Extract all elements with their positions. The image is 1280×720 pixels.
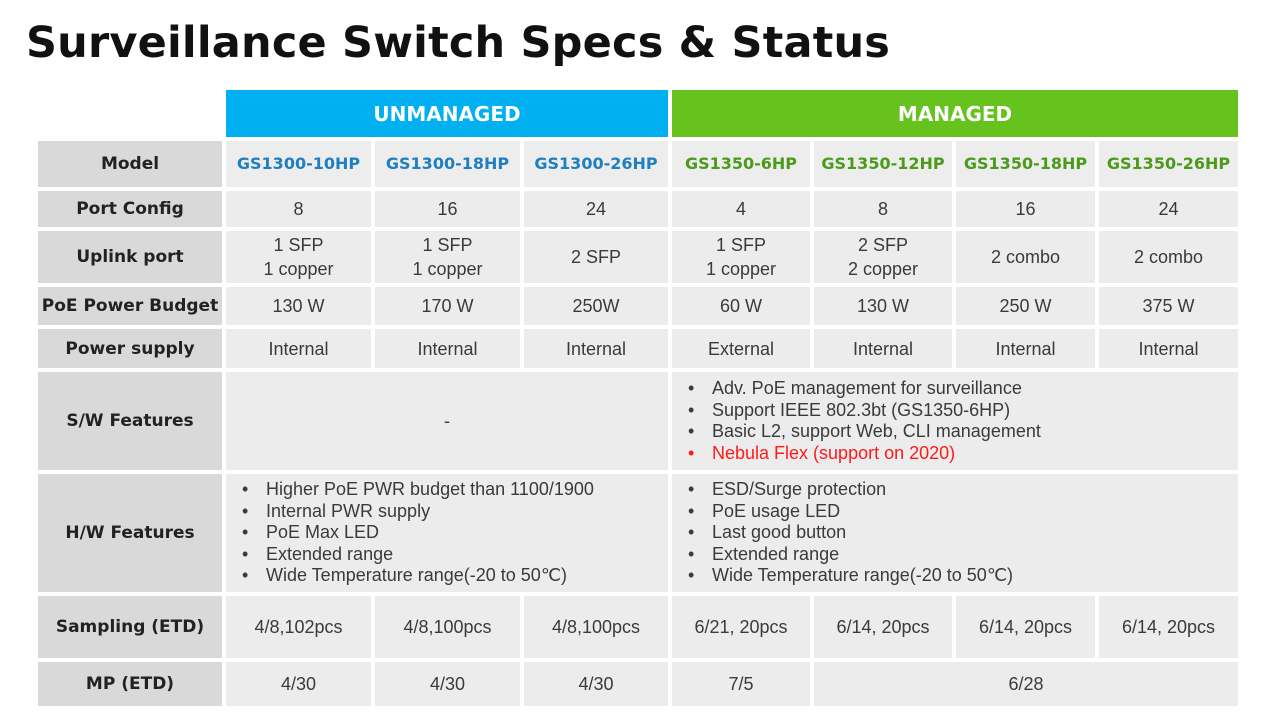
- row-label-sw-features: S/W Features: [38, 372, 222, 470]
- power-supply-cell: Internal: [814, 329, 952, 368]
- mp-cell: 4/30: [375, 662, 520, 706]
- power-supply-cell: Internal: [956, 329, 1095, 368]
- uplink-line: 2 SFP: [857, 235, 909, 255]
- sw-features-unmanaged: -: [226, 372, 668, 470]
- feature-item: Wide Temperature range(-20 to 50℃): [240, 565, 594, 587]
- model-name: GS1300-18HP: [375, 141, 520, 187]
- poe-budget-cell: 130 W: [226, 287, 371, 325]
- port-config-cell: 24: [524, 191, 668, 227]
- port-config-cell: 4: [672, 191, 810, 227]
- feature-item: Last good button: [686, 522, 1013, 544]
- power-supply-cell: Internal: [375, 329, 520, 368]
- power-supply-cell: Internal: [524, 329, 668, 368]
- uplink-line: 2 SFP: [570, 247, 622, 267]
- port-config-cell: 16: [375, 191, 520, 227]
- page-title: Surveillance Switch Specs & Status: [26, 18, 891, 68]
- feature-item: Adv. PoE management for surveillance: [686, 378, 1041, 400]
- uplink-line: 2 copper: [847, 259, 919, 279]
- uplink-line: 2 combo: [1133, 247, 1204, 267]
- port-config-cell: 16: [956, 191, 1095, 227]
- uplink-line: 1 copper: [705, 259, 777, 279]
- feature-item: Wide Temperature range(-20 to 50℃): [686, 565, 1013, 587]
- sw-features-managed: Adv. PoE management for surveillance Sup…: [672, 372, 1238, 470]
- poe-budget-cell: 170 W: [375, 287, 520, 325]
- uplink-line: 2 combo: [990, 247, 1061, 267]
- uplink-line: 1 SFP: [422, 235, 473, 255]
- model-name: GS1350-18HP: [956, 141, 1095, 187]
- sampling-cell: 6/21, 20pcs: [672, 596, 810, 658]
- uplink-cell: 2 SFP: [524, 231, 668, 283]
- poe-budget-cell: 375 W: [1099, 287, 1238, 325]
- model-name: GS1300-26HP: [524, 141, 668, 187]
- hw-features-managed: ESD/Surge protection PoE usage LED Last …: [672, 474, 1238, 592]
- feature-item: Support IEEE 802.3bt (GS1350-6HP): [686, 400, 1041, 422]
- row-label-mp: MP (ETD): [38, 662, 222, 706]
- row-label-uplink: Uplink port: [38, 231, 222, 283]
- model-name: GS1350-6HP: [672, 141, 810, 187]
- feature-item: PoE Max LED: [240, 522, 594, 544]
- uplink-cell: 2 combo: [1099, 231, 1238, 283]
- uplink-line: 1 copper: [412, 259, 483, 279]
- sampling-cell: 6/14, 20pcs: [956, 596, 1095, 658]
- model-name: GS1350-12HP: [814, 141, 952, 187]
- port-config-cell: 24: [1099, 191, 1238, 227]
- model-name: GS1350-26HP: [1099, 141, 1238, 187]
- feature-item: PoE usage LED: [686, 501, 1013, 523]
- mp-cell: 4/30: [524, 662, 668, 706]
- poe-budget-cell: 130 W: [814, 287, 952, 325]
- sampling-cell: 4/8,102pcs: [226, 596, 371, 658]
- feature-item: Higher PoE PWR budget than 1100/1900: [240, 479, 594, 501]
- power-supply-cell: Internal: [1099, 329, 1238, 368]
- row-label-hw-features: H/W Features: [38, 474, 222, 592]
- header-corner: [38, 90, 222, 137]
- mp-cell: 7/5: [672, 662, 810, 706]
- row-label-port-config: Port Config: [38, 191, 222, 227]
- poe-budget-cell: 250W: [524, 287, 668, 325]
- uplink-line: 1 SFP: [273, 235, 324, 255]
- poe-budget-cell: 250 W: [956, 287, 1095, 325]
- model-name: GS1300-10HP: [226, 141, 371, 187]
- group-header-managed: MANAGED: [672, 90, 1238, 137]
- uplink-cell: 1 SFP 1 copper: [672, 231, 810, 283]
- row-label-power-supply: Power supply: [38, 329, 222, 368]
- row-label-model: Model: [38, 141, 222, 187]
- row-label-poe-budget: PoE Power Budget: [38, 287, 222, 325]
- feature-item-highlight: Nebula Flex (support on 2020): [686, 443, 1041, 465]
- uplink-cell: 2 combo: [956, 231, 1095, 283]
- spec-table: UNMANAGED MANAGED Model GS1300-10HP GS13…: [38, 90, 1238, 706]
- feature-item: ESD/Surge protection: [686, 479, 1013, 501]
- hw-features-unmanaged: Higher PoE PWR budget than 1100/1900 Int…: [226, 474, 668, 592]
- mp-cell-merged: 6/28: [814, 662, 1238, 706]
- uplink-cell: 1 SFP 1 copper: [375, 231, 520, 283]
- sampling-cell: 4/8,100pcs: [524, 596, 668, 658]
- feature-item: Internal PWR supply: [240, 501, 594, 523]
- group-header-unmanaged: UNMANAGED: [226, 90, 668, 137]
- port-config-cell: 8: [814, 191, 952, 227]
- uplink-cell: 2 SFP 2 copper: [814, 231, 952, 283]
- uplink-line: 1 SFP: [715, 235, 767, 255]
- port-config-cell: 8: [226, 191, 371, 227]
- feature-item: Basic L2, support Web, CLI management: [686, 421, 1041, 443]
- feature-item: Extended range: [240, 544, 594, 566]
- power-supply-cell: Internal: [226, 329, 371, 368]
- sampling-cell: 6/14, 20pcs: [1099, 596, 1238, 658]
- sampling-cell: 6/14, 20pcs: [814, 596, 952, 658]
- uplink-cell: 1 SFP 1 copper: [226, 231, 371, 283]
- mp-cell: 4/30: [226, 662, 371, 706]
- feature-item: Extended range: [686, 544, 1013, 566]
- power-supply-cell: External: [672, 329, 810, 368]
- row-label-sampling: Sampling (ETD): [38, 596, 222, 658]
- sampling-cell: 4/8,100pcs: [375, 596, 520, 658]
- poe-budget-cell: 60 W: [672, 287, 810, 325]
- uplink-line: 1 copper: [263, 259, 334, 279]
